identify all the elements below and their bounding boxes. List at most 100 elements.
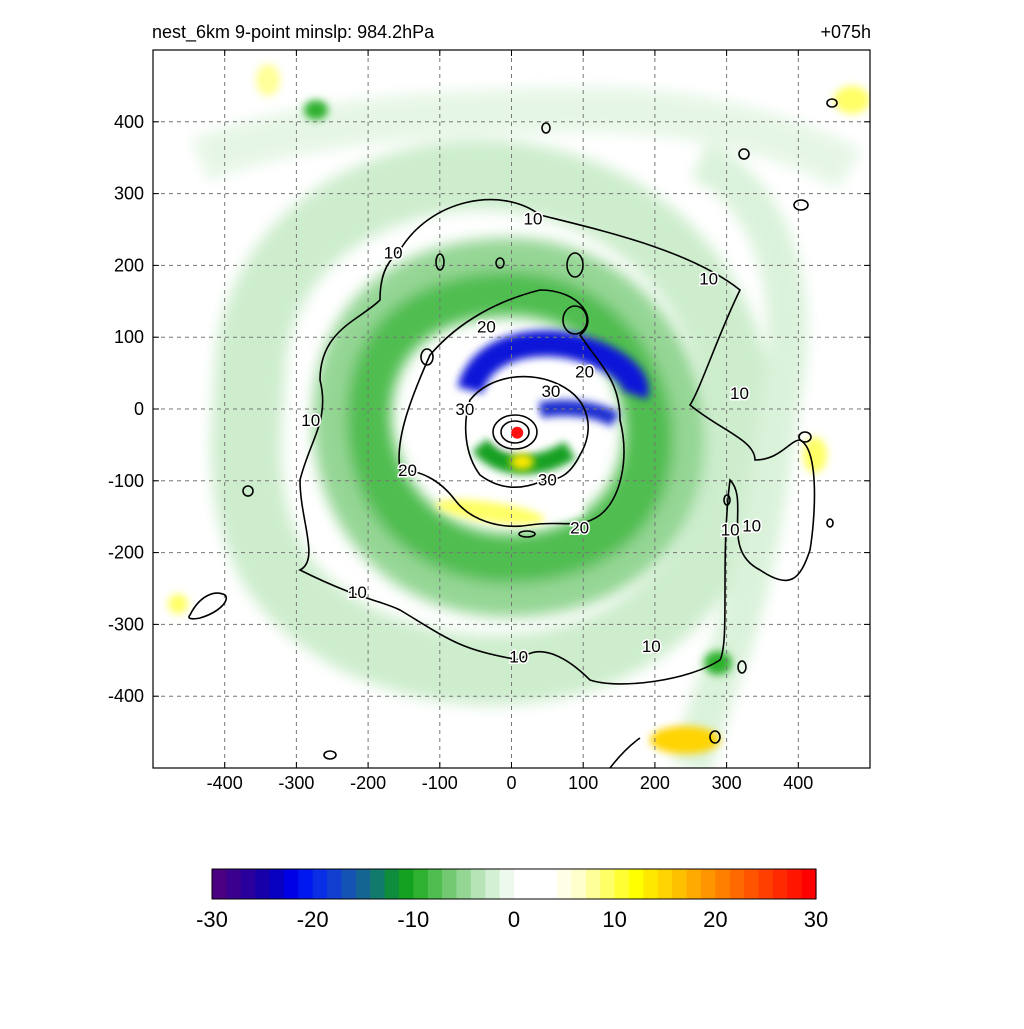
contour-label: 10 [730, 384, 749, 403]
colorbar-tick-label: 0 [508, 907, 520, 932]
y-tick-label: -100 [108, 471, 144, 491]
contour-small-8 [323, 750, 337, 760]
contour-label: 20 [477, 317, 496, 336]
yellow-patch-eye [510, 454, 534, 470]
colorbar-swatch [585, 869, 601, 899]
yellow-patch-ne [834, 86, 870, 114]
colorbar-swatch [470, 869, 486, 899]
colorbar-swatch [600, 869, 616, 899]
x-tick-label: 300 [712, 773, 742, 793]
yellow-patch-east [803, 437, 827, 473]
contour-label: 10 [524, 210, 543, 229]
x-tick-label: 100 [568, 773, 598, 793]
colorbar-swatch [571, 869, 587, 899]
green-blob-se [704, 651, 732, 675]
contour-label: 30 [541, 382, 560, 401]
contour-small-1 [541, 122, 551, 134]
contour-small-7 [709, 730, 721, 744]
contour-label: 30 [455, 400, 474, 419]
x-tick-label: -400 [207, 773, 243, 793]
contour-small-12 [798, 431, 812, 443]
colorbar-swatch [772, 869, 788, 899]
colorbar-tick-label: 10 [602, 907, 626, 932]
contour-eye-2 [500, 420, 530, 444]
colorbar-frame [211, 868, 817, 900]
contour-label: 20 [575, 363, 594, 382]
contour-label: 10 [742, 516, 761, 535]
axis-ticks: -400 -300 -200 -100 0 100 200 300 40040030020010… [108, 50, 870, 793]
colorbar-tick-label: 30 [804, 907, 828, 932]
colorbar-swatch [758, 869, 774, 899]
contour-small-3 [793, 199, 809, 211]
colorbar-swatch [700, 869, 716, 899]
contour-small-15 [723, 494, 731, 506]
contour-small-6 [737, 660, 747, 674]
colorbar-swatch [413, 869, 429, 899]
colorbar-swatch [729, 869, 745, 899]
contour-label: 10 [721, 521, 740, 540]
contour-eye-1 [492, 414, 538, 450]
colorbar-swatch [657, 869, 673, 899]
outer-rainband [211, 139, 775, 705]
yellow-patch-sw [168, 594, 188, 614]
contour-label: 10 [348, 583, 367, 602]
contour-10-sw-closed [188, 592, 227, 620]
contour-small-13 [495, 257, 505, 269]
contour-label: 30 [538, 470, 557, 489]
chart-title: nest_6km 9-point minslp: 984.2hPa [152, 22, 435, 42]
colorbar-swatch [485, 869, 501, 899]
contour-10-outer [298, 198, 816, 685]
x-tick-label: -300 [278, 773, 314, 793]
x-tick-label: -200 [350, 773, 386, 793]
colorbar-swatch [427, 869, 443, 899]
colorbar-swatch [514, 869, 529, 899]
y-tick-label: 100 [114, 327, 144, 347]
contour-small-5 [242, 485, 254, 497]
y-tick-label: 300 [114, 184, 144, 204]
colorbar-swatch [557, 869, 573, 899]
contour-small-2 [738, 148, 750, 160]
contour-small-9 [420, 348, 434, 366]
contour-label: 10 [301, 411, 320, 430]
colorbar-tick-label: 20 [703, 907, 727, 932]
forecast-hour-label: +075h [820, 22, 871, 42]
colorbar-swatch [528, 869, 544, 899]
colorbar-swatch [542, 869, 558, 899]
colorbar-swatch [744, 869, 760, 899]
colorbar-swatch [614, 869, 630, 899]
colorbar-swatch [370, 869, 386, 899]
contour-small-14 [435, 253, 445, 271]
colorbar-swatch [312, 869, 328, 899]
colorbar-swatch [226, 869, 242, 899]
outer-band-east [671, 142, 808, 768]
y-tick-label: -200 [108, 543, 144, 563]
colorbar-swatch [715, 869, 731, 899]
colorbar-swatch [355, 869, 371, 899]
contour-small-11 [566, 252, 584, 278]
x-tick-label: 400 [783, 773, 813, 793]
yellow-patch-nw [256, 64, 280, 96]
contour-small-16 [518, 530, 536, 538]
y-tick-label: -400 [108, 686, 144, 706]
inner-ring [338, 263, 677, 587]
y-tick-label: 200 [114, 255, 144, 275]
colorbar-swatch [398, 869, 414, 899]
x-tick-label: 0 [506, 773, 516, 793]
colorbar-swatch [801, 869, 817, 899]
contour-10-south-stub [609, 737, 641, 768]
colorbar-swatch [341, 869, 357, 899]
yellow-patch-se [650, 726, 720, 754]
contour-small-17 [826, 518, 834, 528]
yellow-patch-south [435, 499, 545, 525]
colorbar-swatch [240, 869, 256, 899]
contour-small-4 [826, 98, 838, 108]
colorbar-swatch [787, 869, 803, 899]
colorbar-tick-label: -10 [397, 907, 429, 932]
x-tick-label: 200 [640, 773, 670, 793]
colorbar-swatch [643, 869, 659, 899]
colorbar-swatch [384, 869, 400, 899]
inner-ring-outer [312, 237, 708, 618]
